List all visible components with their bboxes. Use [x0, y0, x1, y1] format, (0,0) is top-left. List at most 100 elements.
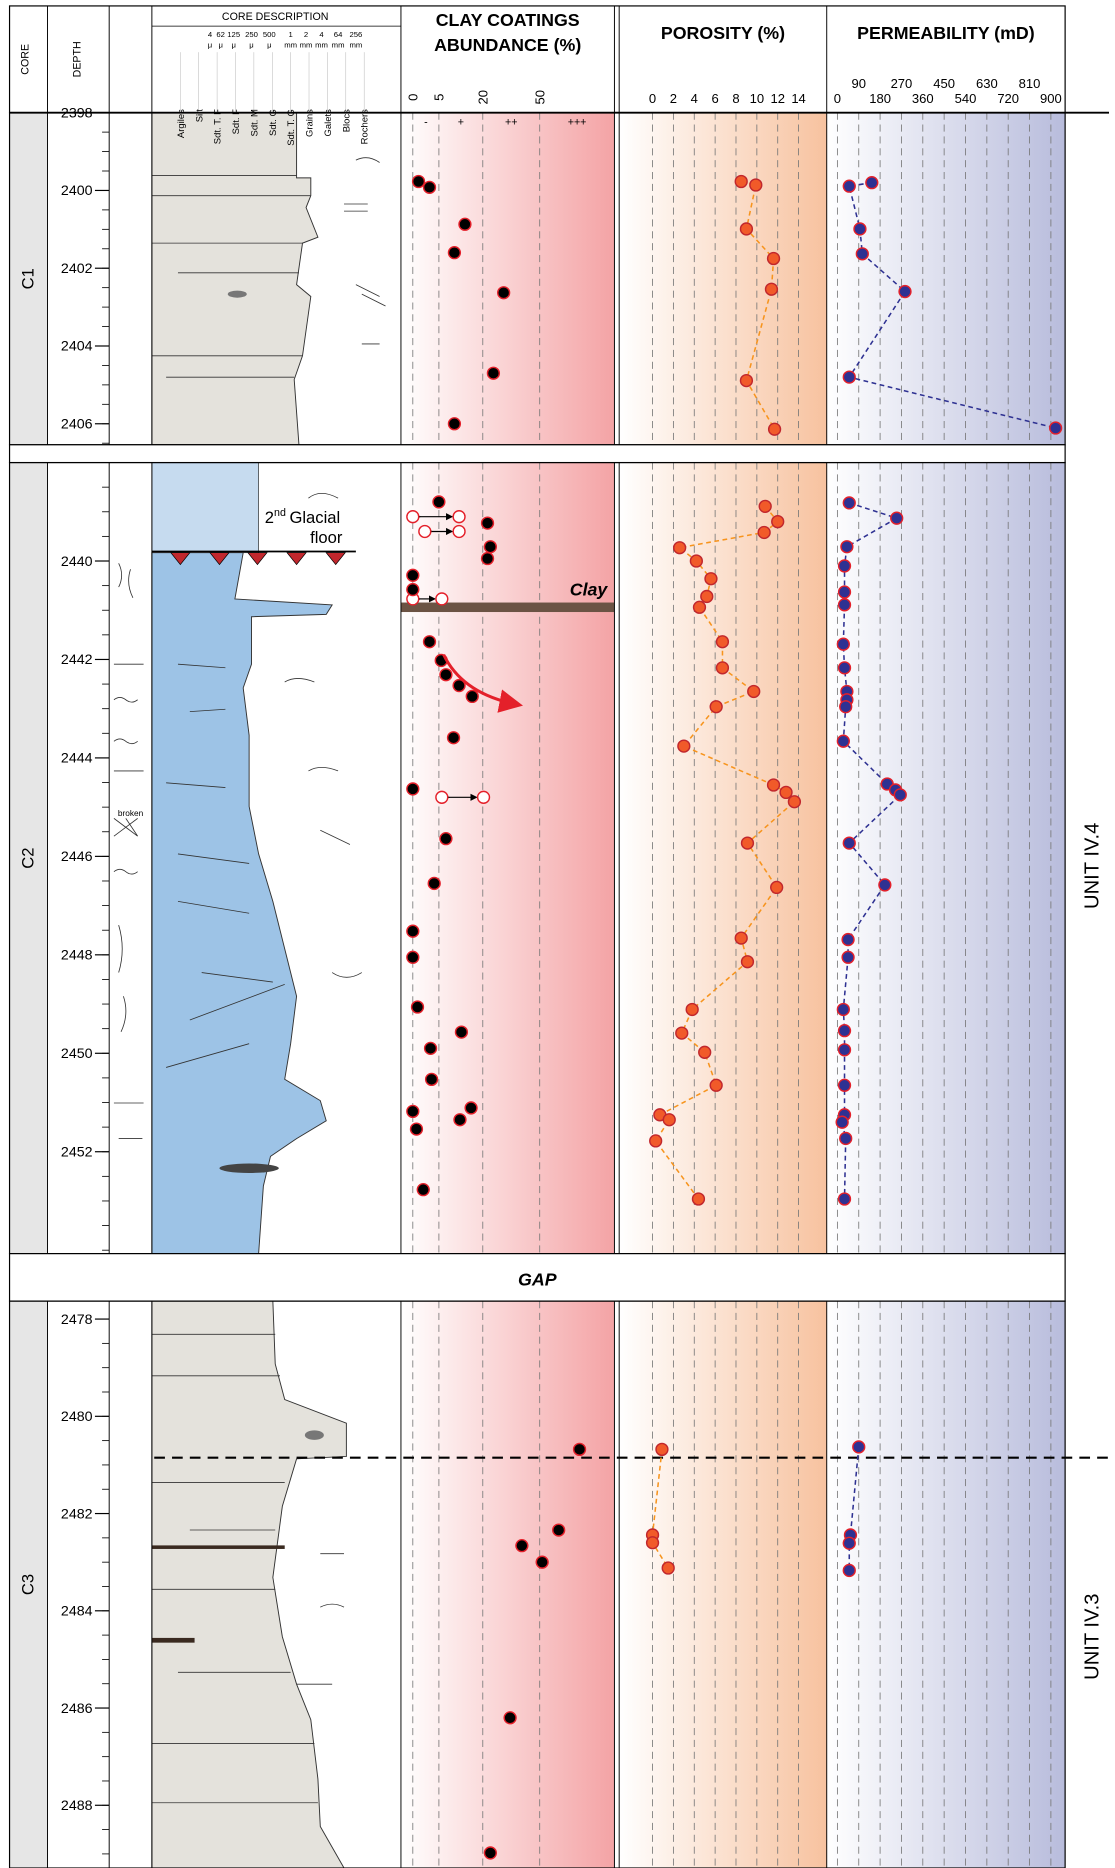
- track-title: PERMEABILITY (mD): [857, 23, 1035, 43]
- y-tick-label: 2442: [61, 652, 93, 668]
- glacial-top: [151, 462, 259, 554]
- grain-size: 250: [245, 30, 258, 39]
- data-point: [787, 795, 802, 809]
- core-separator: [8, 444, 1066, 464]
- data-point: [406, 582, 420, 597]
- range-max: [476, 790, 491, 804]
- x-tick-label: 4: [691, 91, 698, 106]
- grain-unit: μ: [249, 40, 253, 49]
- lithology-c1: [151, 112, 319, 446]
- range-min: [435, 790, 449, 804]
- grain-class: Grains: [305, 109, 316, 137]
- data-point: [890, 511, 904, 525]
- track-background: [619, 462, 827, 1254]
- gap-band: [8, 1253, 1066, 1302]
- y-tick-label: 2398: [61, 105, 93, 121]
- data-point: [572, 1442, 587, 1457]
- grain-size: 4: [319, 30, 324, 39]
- data-point: [409, 1122, 424, 1136]
- x-tick-label: 630: [976, 76, 998, 91]
- clay-label: Clay: [570, 579, 609, 599]
- track-background: [826, 462, 1066, 1254]
- y-tick-label: 2406: [61, 417, 93, 433]
- data-point: [535, 1555, 549, 1569]
- dark-lens: [151, 1637, 195, 1643]
- x-tick-label: 720: [997, 91, 1019, 106]
- backgrounds: [9, 112, 1066, 1868]
- y-tick-label: 2486: [61, 1701, 93, 1717]
- data-point: [552, 1523, 566, 1537]
- data-point: [691, 1192, 706, 1206]
- data-point: [842, 836, 856, 850]
- data-point: [655, 1442, 669, 1457]
- abundance-label: -: [424, 117, 428, 129]
- data-point: [836, 734, 850, 748]
- y-tick-label: 2488: [61, 1798, 93, 1814]
- data-point: [704, 572, 718, 586]
- glacial-label: 2nd Glacial: [265, 507, 340, 527]
- data-point: [416, 1182, 430, 1197]
- data-point: [747, 684, 761, 699]
- grain-class: Sdt. F: [231, 109, 242, 134]
- data-point: [842, 1536, 856, 1550]
- data-point: [432, 495, 446, 509]
- grain-size: 500: [263, 30, 276, 39]
- grain-size: 62: [216, 30, 225, 39]
- data-point: [757, 525, 771, 540]
- trend-line: [651, 1449, 669, 1569]
- glacial-text: Glacial: [289, 508, 340, 527]
- grain-class: Sdt. G: [268, 109, 279, 136]
- data-point: [771, 514, 785, 529]
- x-tick-label: 900: [1040, 91, 1062, 106]
- data-point: [853, 222, 867, 236]
- x-tick-label: 8: [732, 91, 739, 106]
- data-point: [677, 739, 691, 753]
- y-tick-label: 2402: [61, 261, 93, 277]
- grain-class: Silt: [194, 109, 205, 123]
- grain-size: 64: [334, 30, 343, 39]
- data-point: [749, 178, 763, 192]
- data-point: [766, 778, 781, 792]
- y-tick-label: 2480: [61, 1409, 93, 1425]
- data-point: [758, 499, 772, 514]
- core-name: C2: [18, 847, 37, 868]
- glacial-suffix: nd: [274, 507, 286, 519]
- x-tick-label: 50: [532, 90, 547, 105]
- data-point: [447, 417, 462, 431]
- x-tick-label: 12: [770, 91, 785, 106]
- grain-size: 125: [227, 30, 240, 39]
- data-point: [837, 1043, 852, 1057]
- grain-unit: mm: [284, 40, 297, 49]
- data-point: [734, 931, 748, 945]
- data-point: [649, 1134, 663, 1148]
- data-point: [480, 516, 495, 530]
- x-tick-label: 540: [955, 91, 977, 106]
- y-tick-label: 2482: [61, 1506, 93, 1522]
- data-point: [779, 785, 793, 800]
- grain-class: Sdt. T. F: [213, 109, 224, 144]
- data-point: [483, 540, 498, 554]
- grain-unit: μ: [267, 40, 271, 49]
- data-point: [740, 955, 755, 969]
- lithology-c3: [151, 1300, 347, 1868]
- core-header: CORE: [20, 44, 32, 75]
- data-point: [698, 1045, 712, 1059]
- grain-class: Sdt. T. G: [286, 109, 297, 146]
- dark-lens: [151, 1545, 285, 1549]
- x-tick-label: 810: [1019, 76, 1041, 91]
- gap-label: GAP: [518, 1270, 557, 1290]
- data-point: [840, 540, 854, 554]
- grain-size: 2: [304, 30, 308, 39]
- data-point: [424, 1072, 439, 1087]
- data-point: [692, 600, 707, 614]
- abundance-label: +: [458, 117, 464, 129]
- glacial-label-2: floor: [310, 528, 343, 547]
- track-background: [619, 112, 827, 445]
- pebble: [219, 1163, 279, 1173]
- data-point: [836, 637, 850, 651]
- grain-size: 256: [349, 30, 362, 39]
- data-point: [452, 678, 466, 693]
- x-tick-label: 360: [912, 91, 934, 106]
